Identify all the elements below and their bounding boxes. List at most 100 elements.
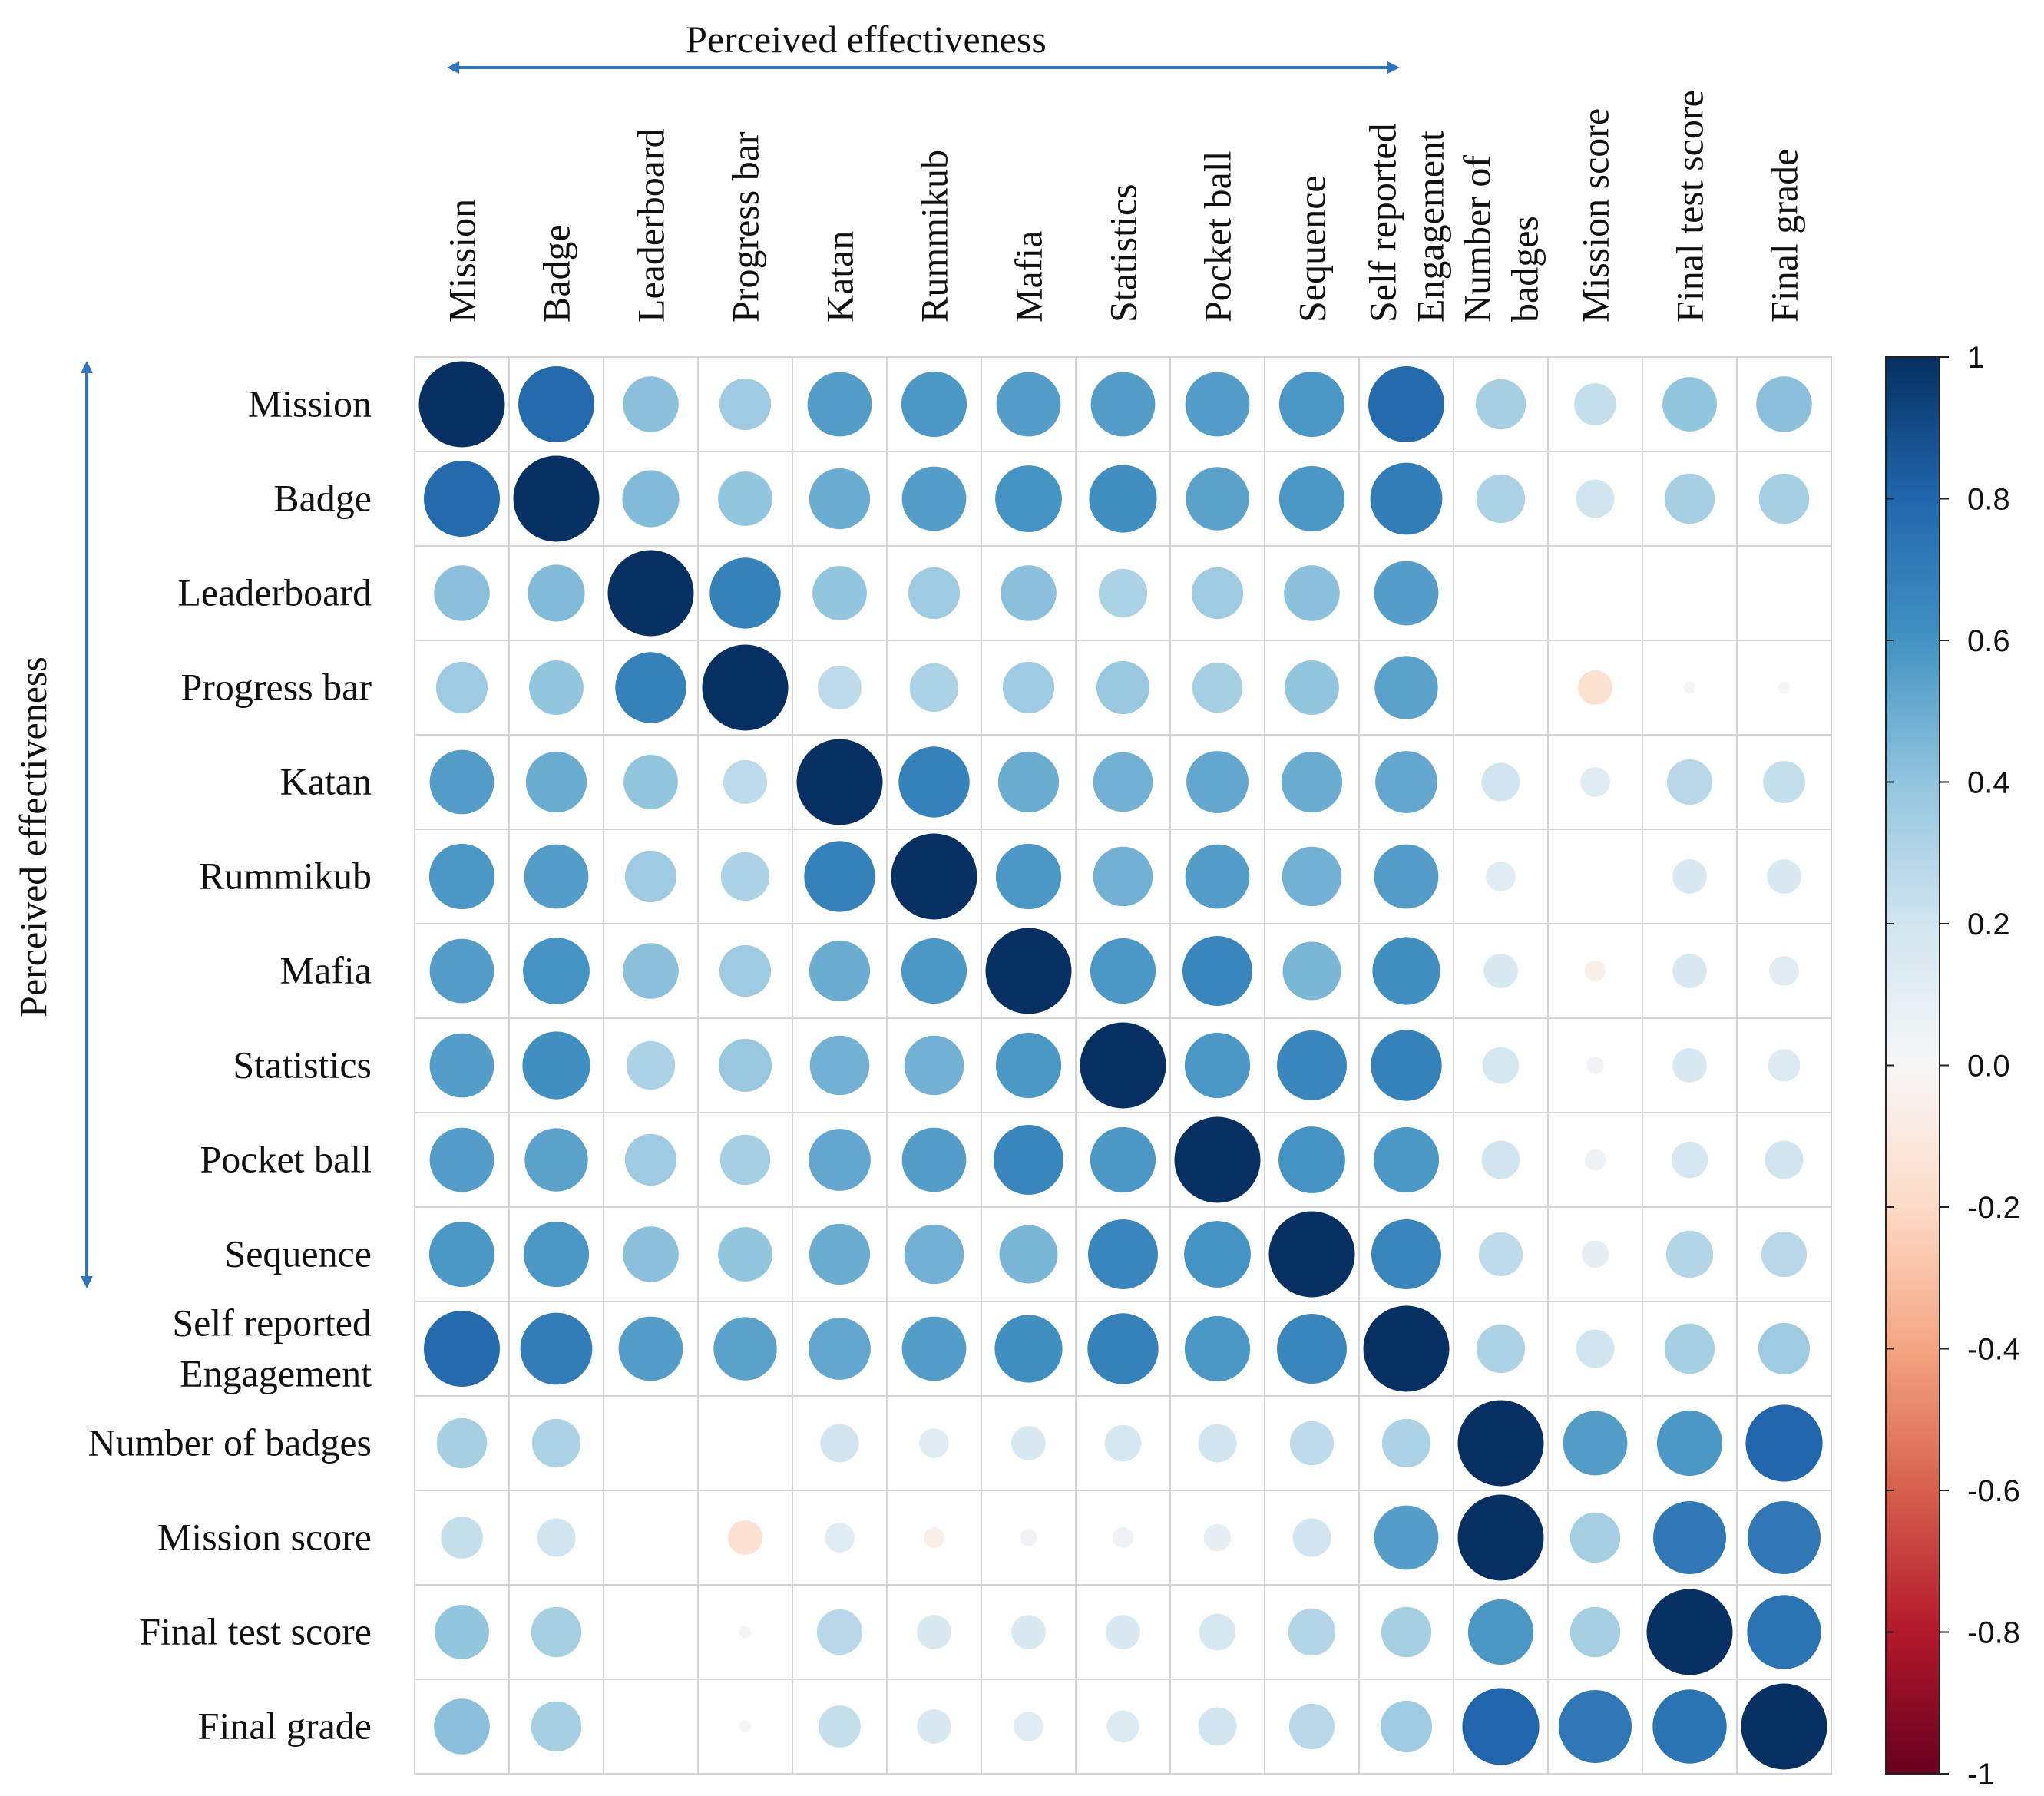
- corr-circle-r14-c7: [1011, 1615, 1046, 1649]
- col-label: Leaderboard: [630, 128, 673, 322]
- row-label: Mafia: [280, 949, 372, 992]
- corr-circle-r10-c4: [718, 1227, 772, 1282]
- corr-circle-r3-c9: [1191, 567, 1244, 620]
- col-label: Rummikub: [913, 150, 956, 322]
- col-label: Self reported Engagement: [1361, 123, 1452, 322]
- corr-circle-r3-c10: [1284, 565, 1340, 621]
- corr-circle-r8-c1: [429, 1033, 494, 1098]
- corr-circle-r6-c4: [720, 852, 770, 901]
- corr-circle-r7-c6: [901, 938, 967, 1004]
- corr-circle-r9-c9: [1174, 1116, 1261, 1203]
- col-label-group: Self reported Engagement: [1361, 123, 1452, 322]
- corr-circle-r14-c5: [816, 1609, 863, 1655]
- corr-circle-r4-c7: [1002, 661, 1055, 714]
- corr-circle-r12-c9: [1198, 1424, 1237, 1463]
- corr-circle-r11-c12: [1476, 1324, 1526, 1374]
- corr-circle-r4-c8: [1096, 661, 1149, 714]
- corr-circle-r4-c13: [1578, 670, 1612, 705]
- row-label-line: Final grade: [198, 1705, 372, 1748]
- col-label-line: Badge: [535, 224, 578, 322]
- corr-circle-r3-c1: [434, 565, 490, 621]
- corr-circle-r15-c2: [531, 1701, 582, 1752]
- col-label-line: Sequence: [1291, 175, 1334, 322]
- corr-circle-r13-c5: [825, 1523, 855, 1553]
- row-label: Progress bar: [180, 666, 372, 709]
- corr-circle-r10-c8: [1088, 1219, 1158, 1289]
- corr-circle-r2-c11: [1370, 462, 1443, 535]
- corr-circle-r7-c15: [1769, 956, 1799, 986]
- corr-circle-r11-c8: [1087, 1313, 1159, 1384]
- row-label-line: Progress bar: [180, 666, 372, 709]
- corr-circle-r12-c13: [1563, 1411, 1628, 1476]
- colorbar-gradient: [1885, 356, 1940, 1775]
- corr-circle-r2-c4: [718, 471, 772, 526]
- colorbar-tick-label: 0.2: [1967, 908, 2010, 941]
- col-label-group: Number of badges: [1456, 155, 1546, 322]
- corr-circle-r15-c6: [917, 1709, 951, 1744]
- row-label-line: Statistics: [233, 1044, 372, 1087]
- corr-circle-r4-c10: [1285, 660, 1339, 715]
- corr-circle-r2-c7: [995, 465, 1062, 532]
- corr-circle-r8-c6: [904, 1035, 964, 1096]
- corr-circle-r1-c7: [996, 372, 1061, 437]
- corr-circle-r3-c7: [1001, 565, 1057, 621]
- corr-circle-r11-c5: [809, 1318, 871, 1380]
- corr-circle-r8-c12: [1482, 1047, 1520, 1084]
- col-label: Sequence: [1291, 175, 1334, 322]
- corr-circle-r1-c11: [1368, 366, 1444, 442]
- corr-circle-r12-c15: [1745, 1404, 1823, 1482]
- corr-circle-r13-c6: [923, 1526, 945, 1549]
- corr-circle-r14-c11: [1381, 1606, 1432, 1658]
- corr-circle-r9-c7: [994, 1125, 1063, 1195]
- corr-circle-r9-c10: [1278, 1126, 1345, 1193]
- corr-circle-r1-c1: [418, 361, 505, 448]
- corr-circle-r4-c1: [435, 661, 488, 714]
- corr-circle-r4-c3: [615, 652, 686, 723]
- corr-circle-r9-c6: [901, 1127, 967, 1192]
- corr-circle-r7-c5: [809, 940, 871, 1002]
- row-label: Mission: [248, 382, 372, 425]
- corr-circle-r3-c3: [607, 550, 694, 637]
- corr-circle-r15-c9: [1198, 1707, 1237, 1746]
- row-label: Final grade: [198, 1705, 372, 1748]
- corr-circle-r14-c14: [1646, 1589, 1733, 1675]
- corr-circle-r8-c7: [995, 1032, 1062, 1099]
- corr-circle-r12-c6: [919, 1428, 949, 1458]
- corr-circle-r8-c11: [1371, 1030, 1442, 1101]
- corr-circle-r10-c7: [999, 1225, 1058, 1284]
- annotation-arrows: [81, 61, 1400, 1288]
- col-label-line: Leaderboard: [630, 128, 673, 322]
- row-label: Sequence: [224, 1232, 372, 1275]
- corr-circle-r8-c5: [809, 1035, 870, 1096]
- top-annotation-label: Perceived effectiveness: [686, 18, 1047, 61]
- row-label: Mission score: [157, 1516, 372, 1559]
- corr-circle-r4-c5: [817, 665, 862, 710]
- corr-circle-r10-c11: [1371, 1219, 1441, 1289]
- row-label-line: Pocket ball: [200, 1138, 372, 1181]
- corr-circle-r7-c9: [1182, 936, 1252, 1006]
- corr-circle-r14-c12: [1467, 1599, 1534, 1665]
- col-label-line: Final test score: [1669, 90, 1712, 322]
- col-label: Final grade: [1763, 149, 1806, 322]
- corr-circle-r1-c8: [1090, 372, 1156, 437]
- corr-circle-r5-c14: [1666, 759, 1713, 805]
- corr-circle-r13-c12: [1457, 1494, 1544, 1581]
- corr-circle-r3-c4: [709, 557, 781, 629]
- corr-circle-r12-c11: [1381, 1418, 1431, 1468]
- corr-circle-r7-c13: [1584, 960, 1606, 982]
- row-label-line: Number of badges: [88, 1421, 372, 1464]
- corr-circle-r13-c14: [1653, 1501, 1726, 1574]
- corr-circle-r14-c2: [531, 1606, 582, 1658]
- corr-circle-r15-c8: [1106, 1710, 1139, 1743]
- corr-circle-r5-c3: [623, 755, 678, 809]
- col-label-group: Mafia: [1007, 231, 1050, 322]
- corr-circle-r1-c4: [719, 378, 772, 431]
- col-label-group: Badge: [535, 224, 578, 322]
- corr-circle-r8-c14: [1672, 1048, 1707, 1083]
- colorbar-tick-label: -0.6: [1967, 1474, 2020, 1508]
- corr-circle-r7-c4: [719, 944, 772, 997]
- corr-circle-r8-c3: [626, 1040, 676, 1090]
- col-label-group: Katan: [819, 231, 862, 322]
- corr-circle-r10-c12: [1478, 1232, 1523, 1277]
- col-label-group: Final grade: [1763, 149, 1806, 322]
